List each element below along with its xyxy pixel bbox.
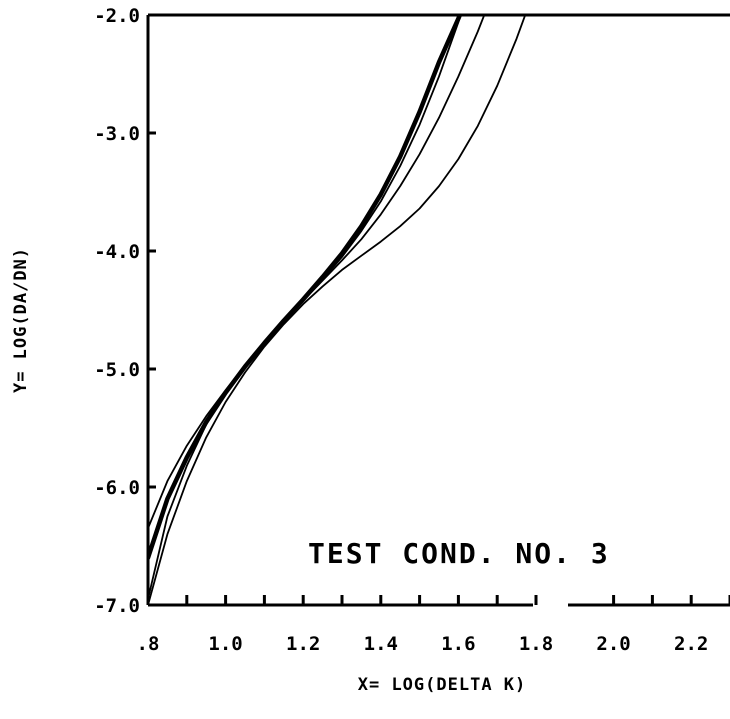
test-condition-label: TEST COND. NO. 3	[308, 537, 610, 570]
curve-1	[148, 15, 463, 561]
x-ticks: .8 1.0 1.2 1.4 1.6 1.8 2.0 2.2	[137, 595, 730, 655]
x-axis-title: X= LOG(DELTA K)	[358, 675, 527, 695]
x-tick-label: 2.0	[596, 633, 630, 655]
x-tick-label: 1.2	[286, 633, 320, 655]
y-tick-label: -4.0	[94, 241, 140, 263]
curves	[148, 15, 527, 605]
curve-3	[148, 15, 486, 600]
x-tick-label: 1.6	[441, 633, 475, 655]
y-ticks: -2.0 -3.0 -4.0 -5.0 -6.0 -7.0	[94, 5, 156, 617]
x-tick-label: 1.4	[364, 633, 398, 655]
y-tick-label: -6.0	[94, 477, 140, 499]
y-axis-title: Y= LOG(DA/DN)	[11, 247, 31, 393]
x-tick-label: 1.0	[208, 633, 242, 655]
x-tick-label: .8	[137, 633, 160, 655]
curve-4	[148, 15, 527, 605]
x-tick-label: 1.8	[519, 633, 553, 655]
y-tick-label: -3.0	[94, 123, 140, 145]
y-tick-label: -5.0	[94, 359, 140, 381]
x-tick-label: 2.2	[674, 633, 708, 655]
y-tick-label: -7.0	[94, 595, 140, 617]
curve-2	[148, 15, 462, 530]
y-tick-label: -2.0	[94, 5, 140, 27]
